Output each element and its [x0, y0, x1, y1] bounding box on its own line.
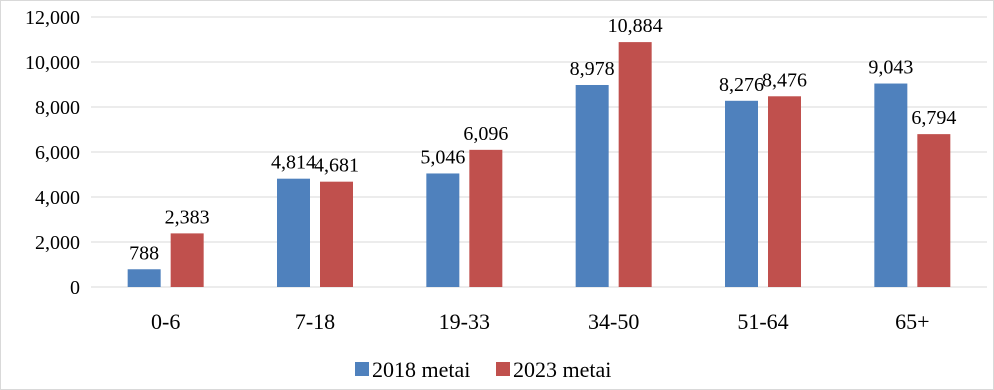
bar-series2 [618, 42, 652, 287]
bar-series2 [768, 96, 801, 287]
axes: 0 2,000 4,000 6,000 8,000 10,000 12,000 0-6 7-18… [25, 7, 987, 334]
gridlines [91, 16, 987, 243]
bars [127, 42, 951, 288]
bar-series1 [127, 269, 161, 287]
legend-label: 2023 metai [513, 357, 611, 382]
x-tick-label: 34-50 [588, 309, 639, 334]
y-tick-label: 0 [70, 277, 80, 299]
data-label: 8,978 [570, 58, 615, 80]
data-label: 10,884 [608, 15, 663, 37]
data-label: 4,814 [271, 152, 316, 174]
x-tick-label: 19-33 [439, 309, 490, 334]
y-tick-label: 12,000 [25, 7, 80, 29]
bar-series1 [725, 100, 758, 287]
x-tick-label: 51-64 [737, 309, 788, 334]
data-label: 6,794 [911, 107, 956, 129]
bar-series2 [917, 134, 951, 287]
bar-series2 [469, 149, 503, 287]
y-tick-label: 10,000 [25, 52, 80, 74]
x-tick-label: 0-6 [151, 309, 180, 334]
y-tick-label: 8,000 [35, 97, 80, 119]
y-tick-label: 4,000 [35, 187, 80, 209]
legend-label: 2018 metai [372, 357, 470, 382]
bar-series2 [170, 233, 204, 287]
data-label: 6,096 [463, 123, 508, 145]
legend-swatch [496, 362, 510, 376]
y-tick-label: 6,000 [35, 142, 80, 164]
data-label: 4,681 [314, 155, 359, 177]
bar-series1 [575, 84, 609, 288]
legend-swatch [355, 362, 369, 376]
x-tick-label: 7-18 [295, 309, 335, 334]
data-label: 9,043 [868, 57, 913, 79]
data-label: 788 [129, 242, 159, 264]
data-label: 2,383 [165, 206, 210, 228]
legend: 2018 metai 2023 metai [355, 357, 611, 382]
x-tick-label: 65+ [895, 309, 929, 334]
data-label: 5,046 [420, 146, 465, 168]
bar-series1 [426, 173, 460, 287]
bar-series2 [320, 181, 353, 287]
data-label: 8,476 [762, 69, 807, 91]
bar-series1 [874, 83, 908, 287]
bar-series1 [277, 178, 310, 287]
data-label: 8,276 [719, 74, 764, 96]
y-tick-label: 2,000 [35, 232, 80, 254]
